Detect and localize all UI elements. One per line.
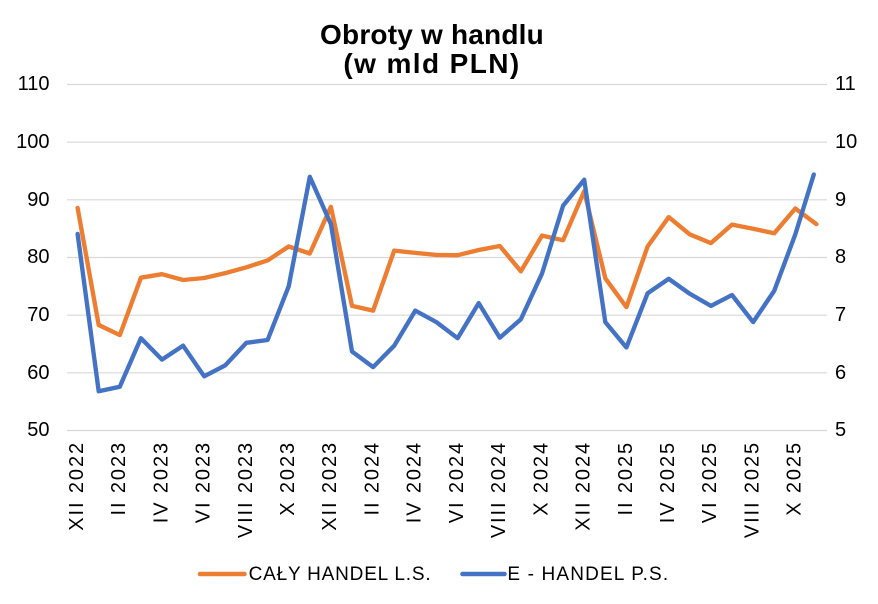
svg-text:VIII 2023: VIII 2023 — [235, 441, 257, 538]
svg-text:VI 2025: VI 2025 — [699, 441, 721, 523]
svg-text:XII 2024: XII 2024 — [573, 441, 595, 531]
svg-text:IV 2024: IV 2024 — [404, 441, 426, 523]
svg-text:IV 2023: IV 2023 — [150, 441, 172, 523]
svg-text:XII 2022: XII 2022 — [66, 441, 88, 531]
svg-text:XII 2023: XII 2023 — [319, 441, 341, 531]
svg-text:II 2023: II 2023 — [108, 441, 130, 515]
svg-text:IV 2025: IV 2025 — [657, 441, 679, 523]
svg-text:II 2025: II 2025 — [615, 441, 637, 515]
svg-text:X 2025: X 2025 — [784, 441, 806, 516]
svg-text:II 2024: II 2024 — [362, 441, 384, 515]
svg-text:VIII 2025: VIII 2025 — [742, 441, 764, 538]
svg-text:VI 2023: VI 2023 — [193, 441, 215, 523]
svg-text:VIII 2024: VIII 2024 — [488, 441, 510, 538]
svg-text:VI 2024: VI 2024 — [446, 441, 468, 523]
svg-text:X 2024: X 2024 — [530, 441, 552, 516]
svg-text:X 2023: X 2023 — [277, 441, 299, 516]
